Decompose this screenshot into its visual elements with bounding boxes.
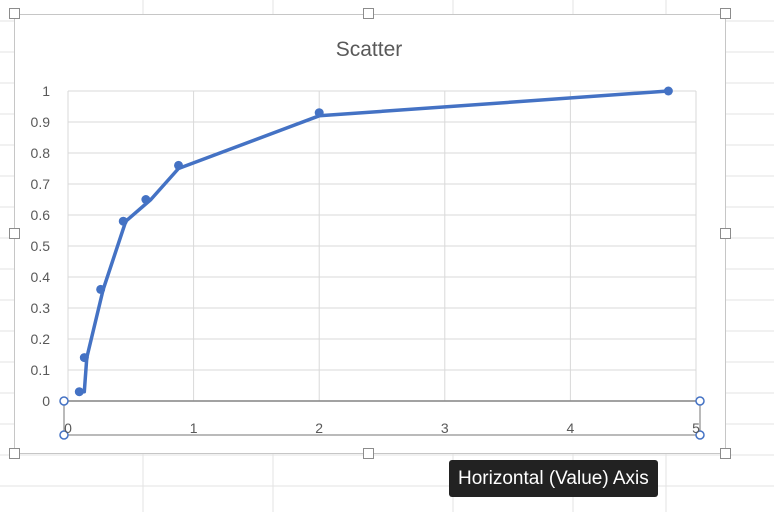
x-tick-label: 1 [190,420,198,436]
data-point[interactable] [118,216,128,226]
axis-selection-box [63,400,701,436]
axis-selection-handle[interactable] [695,396,705,406]
y-tick-label: 0.9 [31,114,51,130]
x-tick-label: 2 [315,420,323,436]
resize-handle-middle-left[interactable] [9,228,20,239]
y-tick-label: 0.7 [31,176,51,192]
x-tick-label: 3 [441,420,449,436]
x-tick-label: 4 [567,420,575,436]
resize-handle-top-left[interactable] [9,8,20,19]
resize-handle-top-right[interactable] [720,8,731,19]
chart-title[interactable]: Scatter [336,38,403,61]
y-tick-label: 0.8 [31,145,51,161]
y-tick-label: 0.3 [31,300,51,316]
resize-handle-middle-right[interactable] [720,228,731,239]
y-tick-label: 0.4 [31,269,51,285]
resize-handle-bottom-center[interactable] [363,448,374,459]
y-tick-label: 0.6 [31,207,51,223]
axis-selection-handle[interactable] [59,396,69,406]
data-point[interactable] [141,195,151,204]
data-point[interactable] [79,353,89,363]
horizontal-axis-labels[interactable]: 0 1 2 3 4 5 [64,420,700,436]
x-tick-label: 0 [64,420,72,436]
series-line[interactable] [77,89,671,394]
horizontal-value-axis[interactable] [59,396,705,440]
axis-selection-handle[interactable] [59,430,69,440]
axis-tooltip: Horizontal (Value) Axis [449,460,658,497]
plot-gridlines [67,90,697,401]
data-point[interactable] [96,284,106,294]
data-point[interactable] [663,86,673,96]
y-tick-label: 0.1 [31,362,51,378]
y-tick-label: 0 [42,393,50,409]
y-tick-label: 0.5 [31,238,51,254]
data-point[interactable] [174,160,184,170]
resize-handle-top-center[interactable] [363,8,374,19]
axis-selection-handle[interactable] [695,430,705,440]
x-tick-label: 5 [692,420,700,436]
resize-handle-bottom-right[interactable] [720,448,731,459]
y-tick-label: 0.2 [31,331,51,347]
y-tick-label: 1 [42,83,50,99]
series-1[interactable] [74,86,673,397]
data-point[interactable] [314,108,324,118]
resize-handle-bottom-left[interactable] [9,448,20,459]
data-point[interactable] [74,387,84,397]
vertical-axis-labels[interactable]: 0 0.1 0.2 0.3 0.4 0.5 0.6 0.7 0.8 0.9 1 [31,83,51,409]
